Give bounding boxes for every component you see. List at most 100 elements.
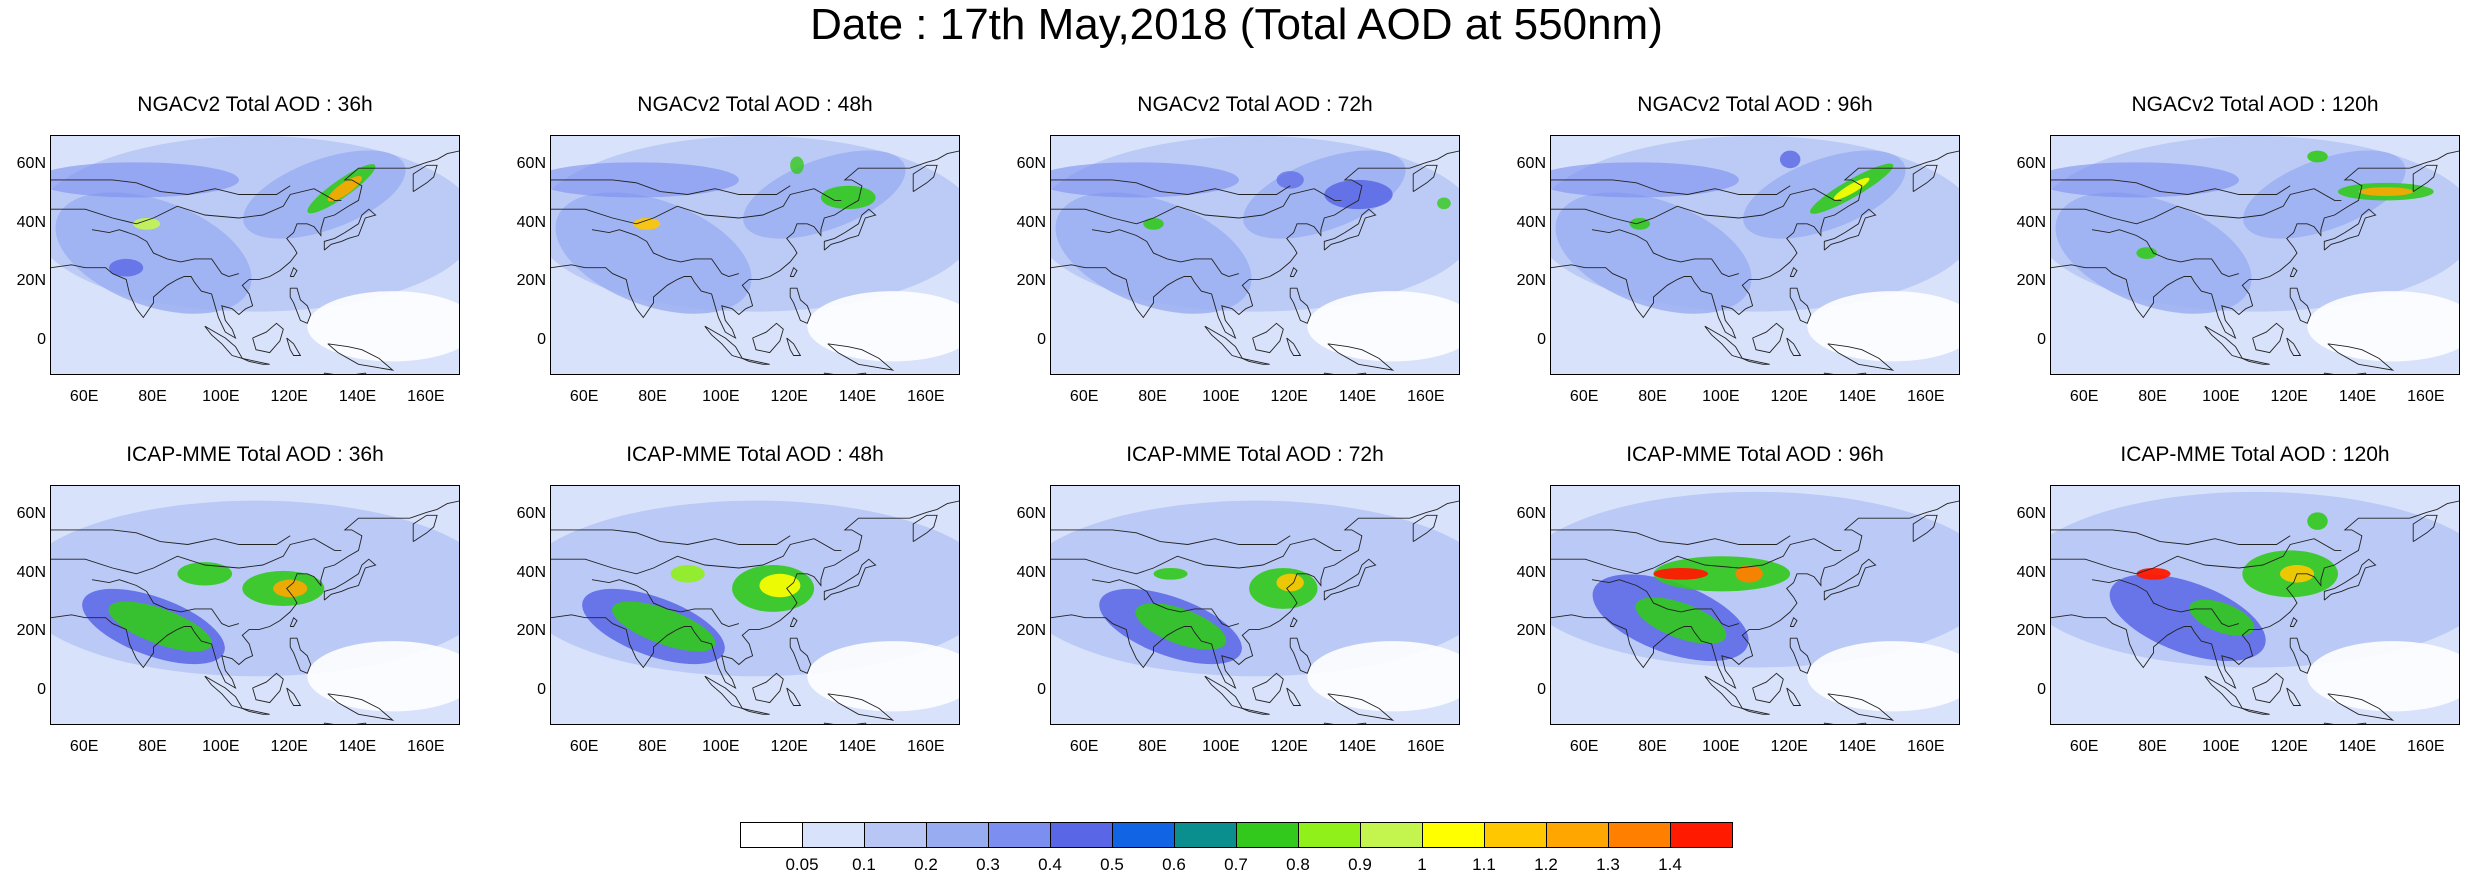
lon-tick-label: 100E (1702, 388, 1740, 405)
lat-tick-label: 20N (1016, 622, 1046, 640)
coastline (91, 229, 240, 277)
aod-field-blob (807, 291, 959, 362)
lon-tick-label: 120E (2270, 388, 2308, 405)
lon-tick-label: 140E (1838, 738, 1877, 755)
lat-tick-label: 20N (1516, 272, 1546, 290)
lon-tick-label: 120E (2270, 738, 2308, 755)
coastline (1289, 266, 1298, 277)
lat-tick-label: 40N (1516, 213, 1546, 231)
lon-tick-label: 160E (407, 738, 445, 755)
coastline (823, 558, 877, 601)
coastline (1786, 337, 1802, 356)
lon-tick-label: 120E (770, 388, 808, 405)
coastline (1827, 693, 1895, 721)
aod-map (1051, 486, 1459, 724)
coastline (412, 514, 438, 542)
lon-tick-label: 60E (1569, 738, 1599, 755)
colorbar-label: 0.4 (1038, 855, 1062, 874)
coastline (2051, 538, 2342, 575)
colorbar-swatch (740, 822, 803, 848)
lat-tick-label: 20N (516, 272, 546, 290)
aod-field-blob (2358, 187, 2414, 196)
aod-field-blob (2136, 567, 2171, 580)
lat-tick-label: 0 (37, 330, 46, 348)
colorbar-swatch (1236, 822, 1299, 848)
aod-field-blob (807, 641, 959, 712)
coastline (51, 150, 459, 340)
coastline (51, 529, 291, 545)
lon-tick-label: 100E (202, 388, 240, 405)
coastline (786, 687, 802, 706)
aod-field-blob (612, 601, 716, 652)
coastline (2252, 672, 2284, 704)
aod-field-blob (1276, 573, 1304, 592)
coastline (2051, 188, 2342, 225)
colorbar-swatch (1112, 822, 1175, 848)
lon-tick-label: 140E (2338, 388, 2377, 405)
coastline (2091, 579, 2240, 627)
coastline (1551, 500, 1959, 690)
aod-map-panel (1050, 135, 1460, 375)
lon-tick-label: 100E (702, 388, 740, 405)
lon-tick-label: 120E (270, 738, 308, 755)
coastline (1551, 150, 1959, 340)
aod-field-blob (633, 217, 661, 230)
coastline (51, 188, 342, 225)
coastline (252, 672, 284, 704)
lon-tick-label: 80E (2138, 738, 2167, 755)
lat-tick-label: 40N (1016, 563, 1046, 581)
colorbar-swatch (1484, 822, 1547, 848)
coastline (912, 164, 938, 192)
coastline (51, 538, 342, 575)
aod-field-blob (1437, 197, 1451, 210)
coastline (1551, 179, 1791, 195)
colorbar (740, 822, 1733, 850)
coastline (591, 579, 740, 627)
coastline (286, 337, 302, 356)
coastline (1752, 672, 1784, 704)
lat-tick-label: 40N (516, 563, 546, 581)
lon-tick-label: 80E (638, 388, 667, 405)
coastline (2051, 529, 2291, 545)
lat-tick-label: 60N (1516, 505, 1546, 523)
aod-field-blob (1143, 217, 1164, 230)
coastline (786, 337, 802, 356)
aod-field-blob (1635, 597, 1727, 644)
lat-tick-label: 20N (516, 622, 546, 640)
lat-tick-label: 20N (16, 272, 46, 290)
coastline (912, 514, 938, 542)
coastline (1289, 616, 1298, 627)
lon-tick-label: 140E (338, 388, 377, 405)
coastline (1823, 558, 1877, 601)
lon-tick-label: 100E (2202, 738, 2240, 755)
lon-tick-label: 140E (838, 738, 877, 755)
aod-field-blob (1276, 171, 1304, 189)
aod-field-blob (327, 175, 362, 202)
aod-field-blob (133, 217, 161, 230)
lon-tick-label: 80E (138, 388, 167, 405)
coastline (1827, 343, 1895, 371)
coastline (323, 208, 377, 251)
coastline (323, 558, 377, 601)
aod-field-blob (551, 162, 739, 198)
coastline (551, 538, 842, 575)
aod-field-blob (108, 601, 213, 652)
coastline (1789, 287, 1812, 324)
coastline (2327, 343, 2395, 371)
colorbar-label: 1.1 (1472, 855, 1496, 874)
aod-map-panel (1050, 485, 1460, 725)
lat-tick-label: 20N (2016, 622, 2046, 640)
aod-field-blob (2307, 512, 2328, 530)
lat-tick-label: 40N (1516, 563, 1546, 581)
lat-tick-label: 40N (16, 213, 46, 231)
coastline (2289, 287, 2312, 324)
colorbar-label: 0.3 (976, 855, 1000, 874)
coastline (1551, 538, 1842, 575)
panel-title: NGACv2 Total AOD : 48h (637, 93, 873, 116)
lon-tick-label: 80E (2138, 388, 2167, 405)
lon-tick-label: 140E (1338, 388, 1377, 405)
lon-tick-label: 60E (69, 738, 99, 755)
lon-tick-label: 80E (1638, 738, 1667, 755)
aod-map (51, 486, 459, 724)
aod-field-blob (307, 641, 459, 712)
